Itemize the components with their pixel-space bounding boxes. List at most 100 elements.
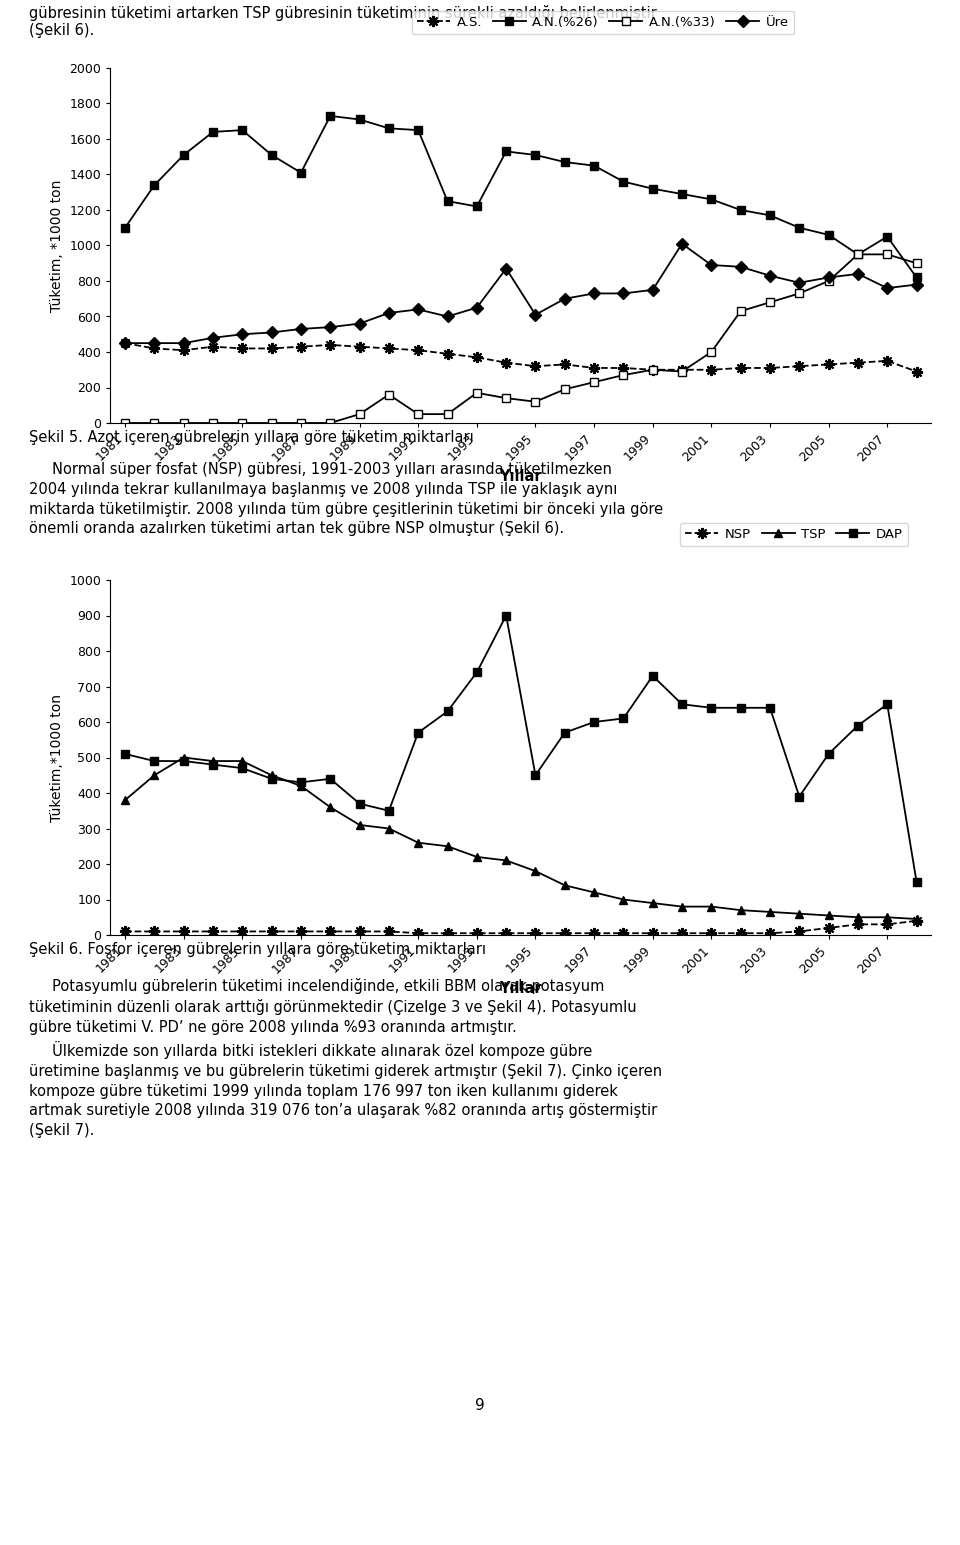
A.S. [647, 360, 659, 379]
TSP [383, 819, 395, 837]
Üre [500, 260, 512, 278]
A.S. [559, 355, 570, 374]
TSP [442, 837, 453, 856]
TSP [500, 851, 512, 870]
NSP [236, 922, 248, 941]
A.N.(%33) [236, 414, 248, 433]
A.N.(%26) [588, 156, 600, 175]
DAP [852, 717, 864, 735]
DAP [735, 698, 747, 717]
Üre [588, 284, 600, 303]
A.N.(%33) [119, 414, 131, 433]
DAP [881, 695, 893, 714]
TSP [119, 791, 131, 810]
Üre [852, 264, 864, 283]
DAP [383, 802, 395, 820]
Legend: A.S., A.N.(%26), A.N.(%33), Üre: A.S., A.N.(%26), A.N.(%33), Üre [412, 11, 794, 34]
Üre [676, 235, 687, 253]
A.N.(%33) [706, 343, 717, 362]
A.N.(%33) [617, 366, 629, 385]
TSP [588, 884, 600, 902]
DAP [324, 769, 336, 788]
TSP [354, 816, 366, 834]
A.N.(%26) [881, 227, 893, 246]
Üre [119, 334, 131, 352]
A.S. [676, 360, 687, 379]
A.S. [911, 362, 923, 380]
A.N.(%26) [383, 119, 395, 138]
Text: Şekil 5. Azot içeren gübrelerin yıllara göre tüketim miktarları: Şekil 5. Azot içeren gübrelerin yıllara … [29, 430, 473, 445]
A.S. [530, 357, 541, 375]
TSP [823, 907, 834, 925]
TSP [413, 833, 424, 851]
A.S. [617, 358, 629, 377]
A.S. [588, 358, 600, 377]
A.N.(%33) [823, 272, 834, 290]
DAP [823, 745, 834, 763]
TSP [295, 777, 306, 796]
NSP [676, 924, 687, 942]
TSP [471, 848, 483, 867]
NSP [617, 924, 629, 942]
A.N.(%33) [413, 405, 424, 423]
A.N.(%26) [266, 145, 277, 164]
A.N.(%33) [735, 301, 747, 320]
A.S. [354, 337, 366, 355]
DAP [442, 701, 453, 720]
Line: DAP: DAP [121, 612, 921, 885]
Üre [383, 304, 395, 323]
Text: Potasyumlu gübrelerin tüketimi incelendiğinde, etkili BBM olarak potasyum
tüketi: Potasyumlu gübrelerin tüketimi incelendi… [29, 978, 662, 1139]
A.N.(%26) [178, 145, 189, 164]
TSP [530, 862, 541, 881]
Üre [764, 266, 776, 284]
A.N.(%26) [530, 145, 541, 164]
A.N.(%26) [647, 179, 659, 198]
A.N.(%33) [178, 414, 189, 433]
Üre [735, 258, 747, 277]
A.N.(%26) [617, 173, 629, 192]
NSP [354, 922, 366, 941]
A.N.(%26) [706, 190, 717, 209]
A.S. [823, 355, 834, 374]
NSP [500, 924, 512, 942]
DAP [794, 788, 805, 806]
Üre [530, 306, 541, 324]
A.N.(%33) [295, 414, 306, 433]
A.N.(%33) [383, 385, 395, 403]
Legend: NSP, TSP, DAP: NSP, TSP, DAP [680, 522, 908, 547]
Üre [471, 298, 483, 317]
A.S. [413, 341, 424, 360]
TSP [236, 752, 248, 771]
DAP [266, 769, 277, 788]
TSP [324, 797, 336, 816]
DAP [236, 759, 248, 777]
A.N.(%33) [324, 414, 336, 433]
DAP [764, 698, 776, 717]
A.N.(%26) [295, 164, 306, 182]
A.N.(%33) [500, 389, 512, 408]
A.N.(%26) [236, 121, 248, 139]
Üre [178, 334, 189, 352]
NSP [706, 924, 717, 942]
A.S. [500, 354, 512, 372]
Text: Normal süper fosfat (NSP) gübresi, 1991-2003 yılları arasında tüketilmezken
2004: Normal süper fosfat (NSP) gübresi, 1991-… [29, 462, 663, 536]
A.N.(%26) [500, 142, 512, 161]
DAP [617, 709, 629, 728]
NSP [588, 924, 600, 942]
A.S. [149, 340, 160, 358]
NSP [647, 924, 659, 942]
DAP [559, 723, 570, 742]
Üre [236, 324, 248, 343]
A.S. [852, 354, 864, 372]
NSP [442, 924, 453, 942]
DAP [119, 745, 131, 763]
TSP [207, 752, 219, 771]
DAP [530, 766, 541, 785]
A.S. [236, 340, 248, 358]
TSP [764, 902, 776, 921]
Üre [617, 284, 629, 303]
TSP [617, 890, 629, 908]
A.N.(%26) [794, 218, 805, 236]
A.N.(%33) [881, 246, 893, 264]
Line: Üre: Üre [121, 239, 921, 348]
